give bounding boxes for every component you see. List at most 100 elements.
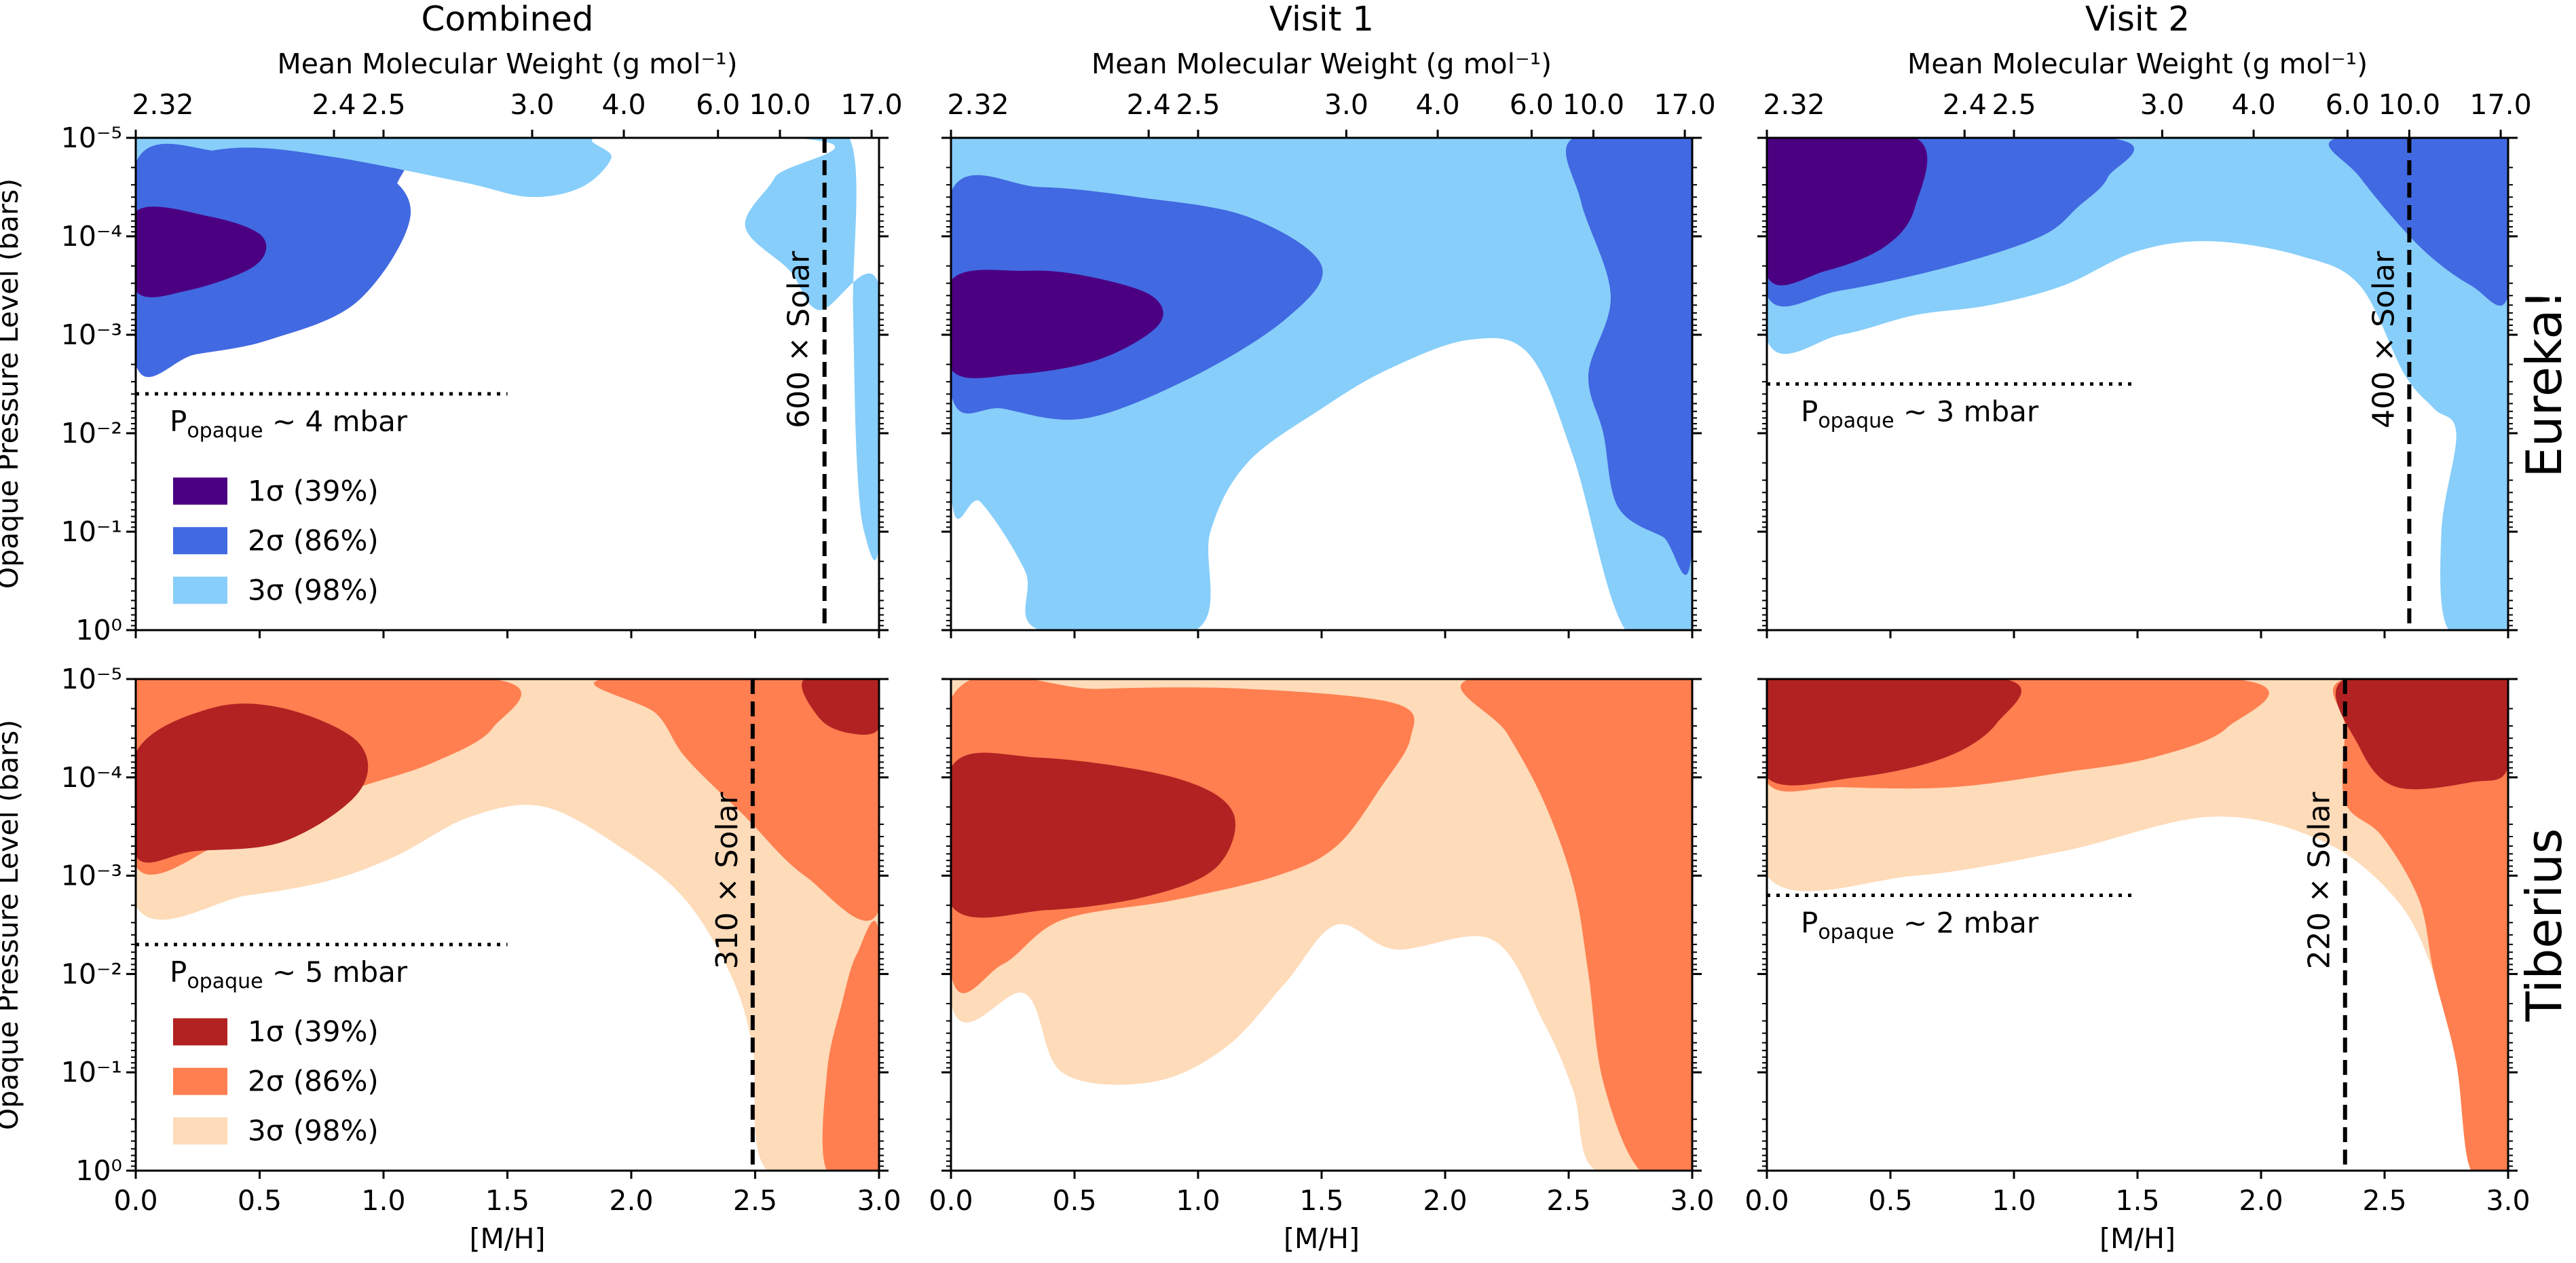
contour-2sigma	[2332, 679, 2508, 1171]
top-tick-label: 2.4	[312, 88, 356, 121]
top-tick-label: 10.0	[2378, 88, 2440, 121]
contour-group	[136, 679, 879, 1171]
x-tick-label: 0.5	[1868, 1184, 1912, 1217]
legend-swatch	[173, 527, 227, 555]
x-axis-label: [M/H]	[469, 1222, 545, 1255]
x-tick-label: 0.5	[238, 1184, 282, 1217]
top-tick-label: 4.0	[2231, 88, 2275, 121]
contour-group	[1767, 138, 2508, 630]
y-axis-label: Opaque Pressure Level (bars)	[0, 720, 24, 1130]
top-tick-label: 2.5	[1176, 88, 1220, 121]
top-tick-label: 3.0	[2140, 88, 2184, 121]
metallicity-label: 600 × Solar	[782, 251, 817, 428]
contour-group	[951, 138, 1692, 630]
contour-3sigma	[136, 206, 267, 297]
x-tick-label: 0.0	[929, 1184, 973, 1217]
panel: 400 × Solar Popaque ~ 3 mbar 2.32 2.4 2.5 3.0…	[1757, 88, 2532, 638]
top-axis-label: Mean Molecular Weight (g mol⁻¹)	[1907, 48, 2368, 80]
x-tick-label: 3.0	[857, 1184, 901, 1217]
legend-swatch	[173, 477, 227, 505]
top-tick-label: 2.32	[132, 88, 193, 121]
contour-1sigma	[136, 138, 879, 561]
top-tick-label: 6.0	[1510, 88, 1554, 121]
y-tick-label: 10⁻⁴	[61, 220, 122, 253]
y-tick-label: 10⁻⁵	[61, 663, 122, 695]
top-tick-label: 2.32	[947, 88, 1009, 121]
metallicity-label: 310 × Solar	[710, 791, 745, 969]
y-tick-label: 10⁰	[75, 1154, 122, 1187]
contour-3sigma	[951, 752, 1235, 918]
legend-label: 2σ (86%)	[248, 524, 379, 557]
column-title: Visit 1	[1269, 0, 1374, 39]
x-tick-label: 1.0	[1992, 1184, 2036, 1217]
x-tick-label: 2.5	[1546, 1184, 1590, 1217]
y-tick-label: 10⁰	[75, 614, 122, 646]
top-tick-label: 17.0	[2469, 88, 2531, 121]
x-axis-label: [M/H]	[1284, 1222, 1360, 1255]
contour-1sigma	[1767, 679, 2508, 1171]
top-tick-label: 2.32	[1763, 88, 1825, 121]
x-tick-label: 2.0	[609, 1184, 653, 1217]
panel: 310 × Solar Popaque ~ 5 mbar 1σ (39%) 2σ (8…	[61, 663, 901, 1255]
contour-3sigma	[1767, 679, 2021, 786]
top-axis-label: Mean Molecular Weight (g mol⁻¹)	[277, 48, 737, 80]
top-tick-label: 2.5	[1992, 88, 2036, 121]
y-tick-label: 10⁻⁵	[61, 122, 122, 154]
top-tick-label: 17.0	[1654, 88, 1715, 121]
y-tick-label: 10⁻²	[61, 417, 122, 450]
x-tick-label: 1.0	[361, 1184, 405, 1217]
row-label: Tiberius	[2516, 828, 2573, 1023]
x-tick-label: 1.5	[485, 1184, 529, 1217]
top-tick-label: 3.0	[1324, 88, 1368, 121]
y-axis-label: Opaque Pressure Level (bars)	[0, 179, 24, 589]
top-tick-label: 3.0	[510, 88, 554, 121]
contour-2sigma	[2328, 138, 2508, 306]
contour-3sigma	[1767, 138, 1928, 286]
legend-label: 1σ (39%)	[248, 1015, 379, 1048]
legend-swatch	[173, 1117, 227, 1145]
top-tick-label: 10.0	[1563, 88, 1624, 121]
x-axis-label: [M/H]	[2099, 1222, 2176, 1255]
x-tick-label: 0.0	[1744, 1184, 1789, 1217]
row-label: Eureka!	[2516, 290, 2573, 478]
y-tick-label: 10⁻³	[61, 860, 122, 892]
panel: 600 × Solar Popaque ~ 4 mbar 1σ (39%) 2σ (8…	[61, 88, 903, 646]
x-tick-label: 2.5	[2362, 1184, 2406, 1217]
legend-label: 1σ (39%)	[248, 474, 379, 507]
contour-2sigma	[136, 143, 411, 378]
contour-3sigma	[136, 703, 369, 863]
contour-3sigma	[951, 270, 1163, 379]
panel: 0.0 0.5 1.0 1.5 2.0 2.5 3.0 [M/H]	[929, 678, 1715, 1255]
contour-2sigma	[1565, 138, 1692, 575]
x-tick-label: 2.0	[2239, 1184, 2283, 1217]
metallicity-label: 400 × Solar	[2366, 251, 2401, 428]
top-axis-label: Mean Molecular Weight (g mol⁻¹)	[1091, 48, 1552, 80]
legend-label: 3σ (98%)	[248, 1114, 379, 1148]
x-tick-label: 3.0	[1670, 1184, 1714, 1217]
contour-group	[136, 138, 879, 561]
legend-label: 2σ (86%)	[248, 1065, 379, 1098]
top-tick-label: 2.4	[1943, 88, 1987, 121]
contour-group	[951, 679, 1692, 1171]
top-tick-label: 17.0	[840, 88, 902, 121]
opaque-label: Popaque ~ 2 mbar	[1801, 907, 2039, 945]
x-tick-label: 2.5	[733, 1184, 777, 1217]
opaque-label: Popaque ~ 3 mbar	[1801, 395, 2039, 433]
y-tick-label: 10⁻⁴	[61, 761, 122, 794]
top-tick-label: 4.0	[1415, 88, 1459, 121]
x-tick-label: 3.0	[2486, 1184, 2530, 1217]
y-tick-label: 10⁻²	[61, 957, 122, 990]
legend-swatch	[173, 1067, 227, 1095]
panel: 220 × Solar Popaque ~ 2 mbar 0.0 0.5 1.0 1.5 2…	[1744, 678, 2531, 1255]
opaque-label: Popaque ~ 4 mbar	[170, 405, 408, 443]
y-tick-label: 10⁻¹	[61, 515, 122, 548]
panel: 2.32 2.4 2.5 3.0 4.0 6.0 10.0 17.0	[941, 88, 1716, 638]
contour-3sigma	[802, 679, 879, 735]
x-tick-label: 2.0	[1423, 1184, 1467, 1217]
top-tick-label: 2.5	[361, 88, 405, 121]
column-title: Visit 2	[2085, 0, 2190, 39]
contour-group	[1767, 679, 2508, 1171]
contour-2sigma	[593, 679, 879, 921]
legend-label: 3σ (98%)	[248, 573, 379, 606]
